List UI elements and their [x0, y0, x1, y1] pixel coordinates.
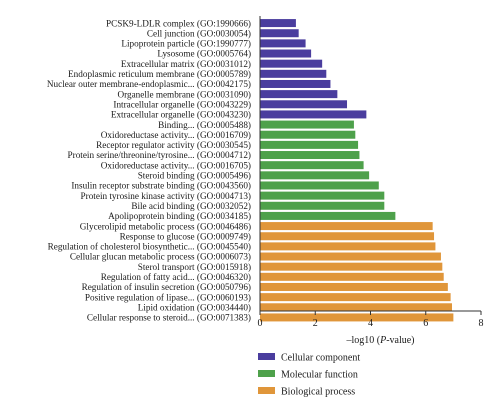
bar — [260, 100, 348, 109]
category-label: Receptor regulator activity (GO:0030545) — [96, 140, 251, 150]
category-label: Extracellular matrix (GO:0031012) — [121, 59, 251, 69]
category-label: Oxidoreductase activity... (GO:0016709) — [101, 130, 251, 140]
bar — [260, 232, 435, 241]
legend: Cellular component Molecular function Biol… — [258, 352, 360, 397]
x-tick-label: 0 — [258, 318, 263, 329]
category-label: Regulation of cholesterol biosynthetic..… — [48, 242, 251, 252]
bar — [260, 140, 359, 149]
x-tick-label: 8 — [479, 318, 484, 329]
legend-label: Cellular component — [281, 352, 360, 363]
bar — [260, 211, 396, 220]
category-label: Steroid binding (GO:0005496) — [138, 171, 251, 181]
x-axis-title: –log10 (P-value) — [345, 335, 414, 346]
bar — [260, 252, 441, 261]
category-label: Lipoprotein particle (GO:1990777) — [121, 39, 251, 49]
category-label: Bile acid binding (GO:0032052) — [131, 201, 251, 211]
x-tick-label: 2 — [313, 318, 318, 329]
bar — [260, 222, 433, 231]
bar — [260, 130, 356, 139]
category-label: Lipid oxidation (GO:0034440) — [138, 302, 251, 312]
bar — [260, 272, 444, 281]
bar — [260, 19, 296, 28]
legend-swatch — [258, 353, 275, 360]
bar — [260, 29, 299, 38]
bar — [260, 151, 360, 160]
x-ticks-layer: 0 2 4 6 8 — [258, 311, 484, 329]
category-label: Lysosome (GO:0005764) — [157, 49, 251, 59]
category-label: Cellular glucan metabolic process (GO:00… — [70, 252, 251, 262]
legend-swatch — [258, 370, 275, 377]
bars-layer — [259, 16, 454, 322]
category-label: Endoplasmic reticulum membrane (GO:00057… — [68, 69, 251, 79]
category-label: Apolipoprotein binding (GO:0034185) — [108, 211, 251, 221]
category-label: Binding... (GO:0005488) — [158, 120, 251, 130]
category-label: Extracellular organelle (GO:0043230) — [111, 110, 251, 120]
bar — [260, 171, 370, 180]
category-label: Protein serine/threonine/tyrosine... (GO… — [68, 150, 251, 160]
category-label: Organelle membrane (GO:0031090) — [117, 89, 251, 99]
legend-label: Molecular function — [281, 369, 358, 380]
bar — [260, 49, 312, 58]
category-label: Insulin receptor substrate binding (GO:0… — [71, 181, 251, 191]
bar — [260, 313, 454, 322]
bar — [260, 242, 436, 251]
category-label: Cell junction (GO:0030054) — [147, 28, 251, 38]
category-label: Regulation of fatty acid... (GO:0046320) — [101, 272, 251, 282]
category-label: Oxidoreductase activity... (GO:0016705) — [101, 160, 251, 170]
category-label: PCSK9-LDLR complex (GO:1990666) — [106, 18, 251, 28]
bar — [260, 59, 323, 68]
x-tick-label: 6 — [423, 318, 428, 329]
category-label: Glycerolipid metabolic process (GO:00464… — [80, 221, 251, 231]
bar — [260, 262, 443, 271]
category-label: Protein tyrosine kinase activity (GO:000… — [81, 191, 251, 201]
category-label: Nuclear outer membrane-endoplasmic... (G… — [47, 79, 251, 89]
category-label: Positive regulation of lipase... (GO:006… — [85, 292, 251, 302]
bar — [260, 293, 451, 302]
bar — [260, 191, 385, 200]
bar — [260, 282, 448, 291]
category-label: Regulation of insulin secretion (GO:0050… — [82, 282, 251, 292]
bar — [260, 69, 327, 78]
legend-label: Biological process — [281, 386, 355, 397]
x-tick-label: 4 — [368, 318, 373, 329]
bar — [260, 303, 452, 312]
bar — [260, 39, 306, 48]
bar — [260, 181, 379, 190]
bar — [260, 201, 385, 210]
category-labels-layer: PCSK9-LDLR complex (GO:1990666)Cell junc… — [47, 18, 251, 322]
bar — [260, 161, 364, 170]
category-label: Cellular response to steroid... (GO:0071… — [87, 313, 251, 323]
bar — [260, 120, 354, 129]
category-label: Intracellular organelle (GO:0043229) — [113, 99, 251, 109]
bar — [260, 110, 367, 119]
category-label: Response to glucose (GO:0009749) — [120, 231, 251, 241]
bar — [260, 79, 331, 88]
legend-swatch — [258, 387, 275, 394]
bar — [260, 90, 338, 99]
category-label: Sterol transport (GO:0015918) — [138, 262, 251, 272]
